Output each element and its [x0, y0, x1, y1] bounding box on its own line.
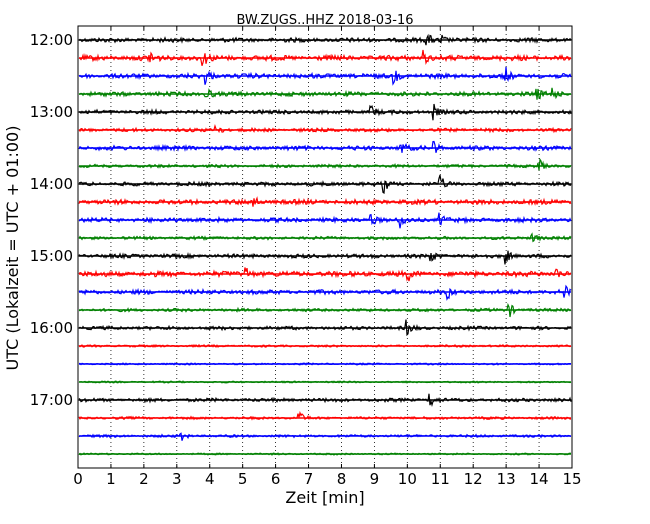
- trace-1215: [78, 49, 572, 66]
- trace-1600: [78, 319, 572, 337]
- x-tick-label: 11: [431, 470, 450, 488]
- chart-title: BW.ZUGS..HHZ 2018-03-16: [236, 13, 413, 28]
- tick-layer: 0 1 2 3 4 5 6 7 8 9 10 11 12 13 14 1512:0013:0014:0015:…: [30, 26, 582, 488]
- y-axis-label: UTC (Lokalzeit = UTC + 01:00): [3, 126, 22, 371]
- trace-1530: [78, 284, 572, 301]
- trace-1515: [78, 267, 572, 282]
- trace-1245: [78, 87, 572, 100]
- trace-waveform: [78, 267, 572, 282]
- trace-1700: [78, 393, 572, 408]
- trace-waveform: [78, 432, 572, 441]
- trace-1300: [78, 103, 572, 121]
- y-tick-label: 17:00: [30, 391, 73, 409]
- trace-1430: [78, 212, 572, 229]
- trace-1230: [78, 66, 572, 86]
- trace-1615: [78, 343, 572, 349]
- x-tick-label: 10: [398, 470, 417, 488]
- x-tick-label: 2: [139, 470, 149, 488]
- trace-waveform: [78, 302, 572, 318]
- x-tick-label: 7: [304, 470, 314, 488]
- trace-1645: [78, 380, 572, 384]
- x-tick-label: 0: [73, 470, 83, 488]
- plot-frame: [77, 25, 573, 469]
- trace-waveform: [78, 196, 572, 207]
- x-tick-label: 12: [464, 470, 483, 488]
- trace-1345: [78, 157, 572, 171]
- x-tick-label: 5: [238, 470, 248, 488]
- trace-1545: [78, 302, 572, 318]
- trace-1200: [78, 33, 572, 46]
- trace-waveform: [78, 87, 572, 100]
- trace-1500: [78, 250, 572, 265]
- x-tick-label: 14: [530, 470, 549, 488]
- x-tick-label: 15: [562, 470, 581, 488]
- y-tick-label: 16:00: [30, 319, 73, 337]
- trace-1315: [78, 123, 572, 134]
- trace-layer: [78, 33, 572, 456]
- y-tick-label: 13:00: [30, 103, 73, 121]
- y-tick-label: 12:00: [30, 31, 73, 49]
- trace-1630: [78, 362, 572, 366]
- x-tick-label: 1: [106, 470, 116, 488]
- x-tick-label: 6: [271, 470, 281, 488]
- trace-1730: [78, 432, 572, 441]
- trace-waveform: [78, 140, 572, 153]
- trace-1415: [78, 196, 572, 207]
- grid-layer: [110, 26, 540, 468]
- trace-1330: [78, 140, 572, 153]
- y-tick-label: 15:00: [30, 247, 73, 265]
- trace-1715: [78, 410, 572, 421]
- trace-waveform: [78, 250, 572, 265]
- x-tick-label: 3: [172, 470, 182, 488]
- x-axis-label: Zeit [min]: [285, 488, 364, 507]
- trace-1445: [78, 232, 572, 243]
- x-tick-label: 8: [337, 470, 347, 488]
- x-tick-label: 9: [370, 470, 380, 488]
- trace-waveform: [78, 157, 572, 171]
- trace-1400: [78, 174, 572, 194]
- x-tick-label: 4: [205, 470, 215, 488]
- x-tick-label: 13: [497, 470, 516, 488]
- y-tick-label: 14:00: [30, 175, 73, 193]
- trace-1745: [78, 452, 572, 456]
- trace-waveform: [78, 123, 572, 134]
